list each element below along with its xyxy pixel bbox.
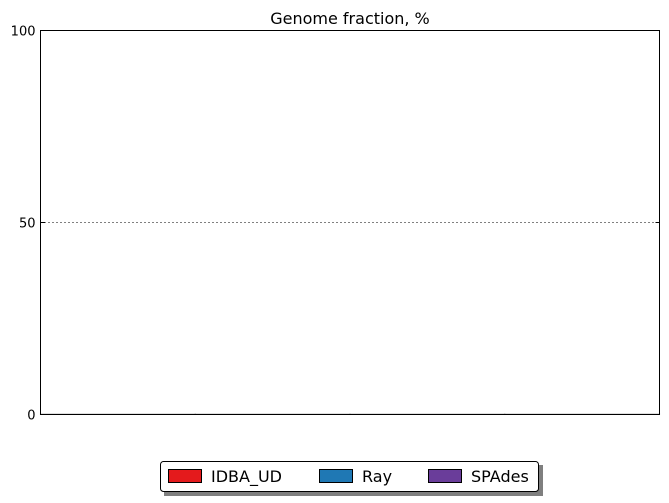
- legend-label-ray: Ray: [362, 467, 392, 486]
- chart-title: Genome fraction, %: [270, 9, 430, 28]
- legend-label-idba_ud: IDBA_UD: [211, 467, 282, 487]
- legend: IDBA_UD Ray SPAdes: [160, 461, 543, 496]
- legend-items: IDBA_UD Ray SPAdes: [168, 467, 529, 487]
- legend-swatch-idba_ud: [168, 469, 202, 483]
- legend-label-spades: SPAdes: [471, 467, 529, 486]
- y-axis-ticks: 0 50 100: [11, 25, 660, 424]
- y-tick-label-0: 0: [27, 409, 35, 424]
- plot-area-frame: [40, 30, 660, 415]
- y-tick-label-50: 50: [19, 217, 36, 232]
- legend-swatch-spades: [428, 469, 462, 483]
- legend-swatch-ray: [319, 469, 353, 483]
- y-tick-label-100: 100: [11, 25, 36, 40]
